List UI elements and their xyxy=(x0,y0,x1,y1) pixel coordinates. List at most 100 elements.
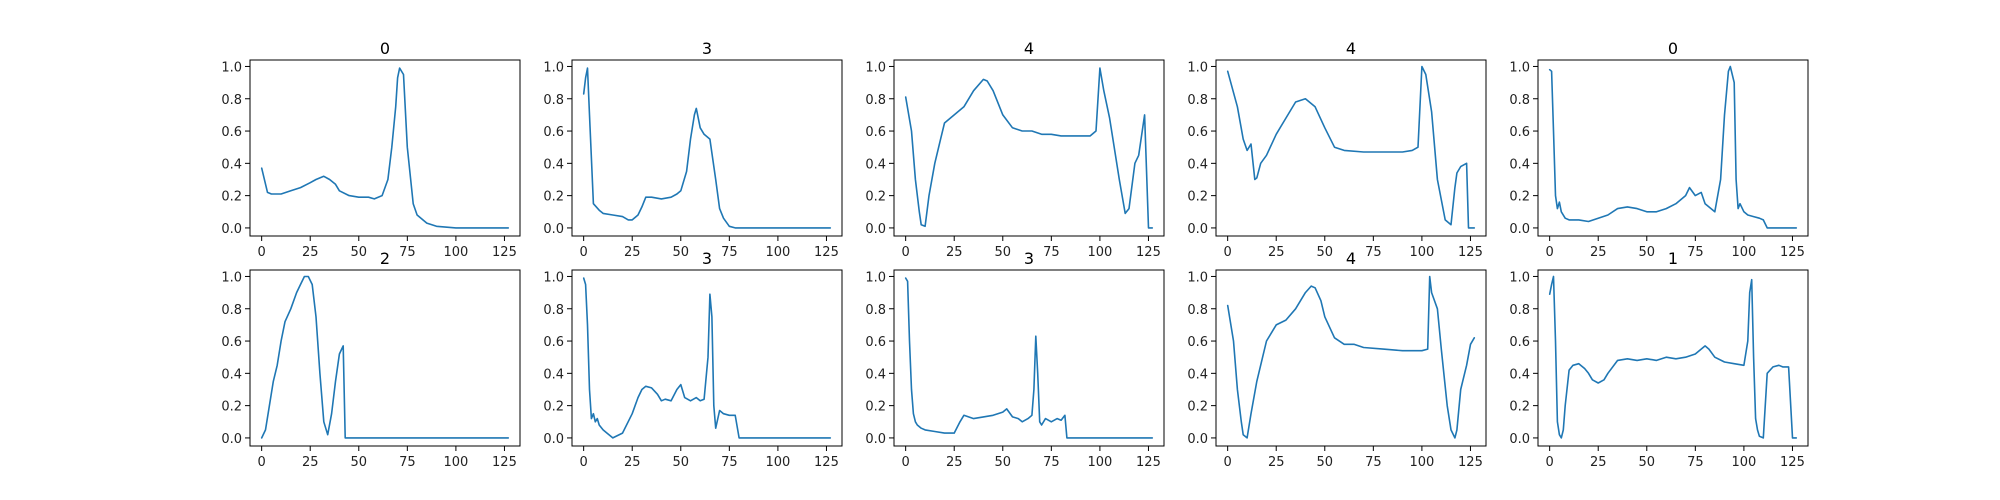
series-line xyxy=(582,277,832,439)
y-tick-label: 1.0 xyxy=(1509,60,1530,75)
axes-frame xyxy=(1537,269,1809,447)
y-tick-label: 0.0 xyxy=(1187,432,1208,447)
x-tick-label: 0 xyxy=(258,245,266,260)
y-tick-label: 0.0 xyxy=(543,432,564,447)
y-tick-label: 0.2 xyxy=(221,400,242,415)
y-tick-label: 0.4 xyxy=(1509,367,1530,382)
axes-frame xyxy=(893,59,1165,237)
x-tick-label: 50 xyxy=(1317,245,1334,260)
subplot-1: 0 25 50 75 100 125 0.0 0.2 0.4 0.6 0.8 1.0 0 xyxy=(221,39,521,260)
x-tick-label: 125 xyxy=(1780,245,1805,260)
subplot-title: 3 xyxy=(702,39,712,58)
x-tick-label: 0 xyxy=(1224,455,1232,470)
x-tick-label: 25 xyxy=(946,455,963,470)
subplot-title: 3 xyxy=(702,249,712,268)
subplot-title: 0 xyxy=(380,39,390,58)
y-tick-label: 0.8 xyxy=(865,303,886,318)
x-tick-label: 100 xyxy=(443,455,468,470)
x-tick-label: 50 xyxy=(673,455,690,470)
y-tick-label: 0.6 xyxy=(221,125,242,140)
x-tick-label: 125 xyxy=(1458,455,1483,470)
x-tick-label: 25 xyxy=(302,245,319,260)
y-tick-label: 1.0 xyxy=(221,270,242,285)
axes-frame xyxy=(571,269,843,447)
y-tick-label: 0.6 xyxy=(865,335,886,350)
axes-frame xyxy=(893,269,1165,447)
x-tick-label: 100 xyxy=(765,245,790,260)
y-tick-label: 0.4 xyxy=(1187,157,1208,172)
axes-frame xyxy=(571,59,843,237)
axes-frame xyxy=(249,59,521,237)
subplot-8: 0 25 50 75 100 125 0.0 0.2 0.4 0.6 0.8 1.0 3 xyxy=(865,249,1165,470)
x-tick-label: 25 xyxy=(946,245,963,260)
y-tick-label: 0.4 xyxy=(1187,367,1208,382)
y-tick-label: 0.6 xyxy=(1509,335,1530,350)
x-tick-label: 25 xyxy=(1268,455,1285,470)
y-tick-label: 0.2 xyxy=(543,400,564,415)
x-tick-label: 0 xyxy=(902,455,910,470)
x-tick-label: 75 xyxy=(1687,455,1704,470)
x-tick-label: 125 xyxy=(492,455,517,470)
y-tick-label: 0.8 xyxy=(1509,93,1530,108)
y-tick-label: 1.0 xyxy=(221,60,242,75)
x-tick-label: 75 xyxy=(1043,245,1060,260)
x-tick-label: 50 xyxy=(1317,455,1334,470)
axes-frame xyxy=(249,269,521,447)
x-tick-label: 0 xyxy=(902,245,910,260)
y-tick-label: 1.0 xyxy=(865,270,886,285)
x-tick-label: 125 xyxy=(1136,245,1161,260)
x-tick-label: 25 xyxy=(624,455,641,470)
y-tick-label: 0.0 xyxy=(221,222,242,237)
y-tick-label: 0.0 xyxy=(1509,432,1530,447)
x-tick-label: 100 xyxy=(1409,245,1434,260)
x-tick-label: 125 xyxy=(1458,245,1483,260)
y-tick-label: 0.0 xyxy=(865,222,886,237)
y-tick-label: 0.2 xyxy=(865,190,886,205)
y-tick-label: 0.2 xyxy=(1187,190,1208,205)
y-tick-label: 0.2 xyxy=(221,190,242,205)
series-line xyxy=(1548,275,1798,439)
x-tick-label: 100 xyxy=(1087,245,1112,260)
x-tick-label: 75 xyxy=(1365,455,1382,470)
x-tick-label: 125 xyxy=(1136,455,1161,470)
x-tick-label: 50 xyxy=(673,245,690,260)
y-tick-label: 1.0 xyxy=(543,270,564,285)
y-tick-label: 0.2 xyxy=(865,400,886,415)
y-tick-label: 0.4 xyxy=(543,367,564,382)
x-tick-label: 75 xyxy=(721,245,738,260)
x-tick-label: 50 xyxy=(995,455,1012,470)
x-tick-label: 75 xyxy=(1687,245,1704,260)
y-tick-label: 0.8 xyxy=(1187,93,1208,108)
x-tick-label: 100 xyxy=(1409,455,1434,470)
y-tick-label: 0.6 xyxy=(1509,125,1530,140)
y-tick-label: 0.8 xyxy=(865,93,886,108)
x-tick-label: 25 xyxy=(1590,455,1607,470)
x-tick-label: 100 xyxy=(1731,455,1756,470)
y-tick-label: 1.0 xyxy=(1187,60,1208,75)
subplot-title: 4 xyxy=(1346,249,1356,268)
y-tick-label: 0.0 xyxy=(221,432,242,447)
x-tick-label: 125 xyxy=(492,245,517,260)
subplot-6: 0 25 50 75 100 125 0.0 0.2 0.4 0.6 0.8 1.0 2 xyxy=(221,249,521,470)
y-tick-label: 0.6 xyxy=(1187,335,1208,350)
x-tick-label: 25 xyxy=(624,245,641,260)
x-tick-label: 125 xyxy=(814,245,839,260)
subplot-2: 0 25 50 75 100 125 0.0 0.2 0.4 0.6 0.8 1.0 3 xyxy=(543,39,843,260)
x-tick-label: 100 xyxy=(1087,455,1112,470)
x-tick-label: 25 xyxy=(302,455,319,470)
axes-frame xyxy=(1537,59,1809,237)
x-tick-label: 100 xyxy=(765,455,790,470)
subplot-9: 0 25 50 75 100 125 0.0 0.2 0.4 0.6 0.8 1.0 4 xyxy=(1187,249,1487,470)
y-tick-label: 1.0 xyxy=(543,60,564,75)
y-tick-label: 0.2 xyxy=(1509,400,1530,415)
y-tick-label: 0.8 xyxy=(543,93,564,108)
x-tick-label: 100 xyxy=(443,245,468,260)
x-tick-label: 75 xyxy=(1365,245,1382,260)
axes-frame xyxy=(1215,59,1487,237)
x-tick-label: 50 xyxy=(351,245,368,260)
y-tick-label: 0.4 xyxy=(221,367,242,382)
series-line xyxy=(260,275,510,439)
x-tick-label: 50 xyxy=(1639,245,1656,260)
y-tick-label: 1.0 xyxy=(1509,270,1530,285)
y-tick-label: 0.0 xyxy=(543,222,564,237)
